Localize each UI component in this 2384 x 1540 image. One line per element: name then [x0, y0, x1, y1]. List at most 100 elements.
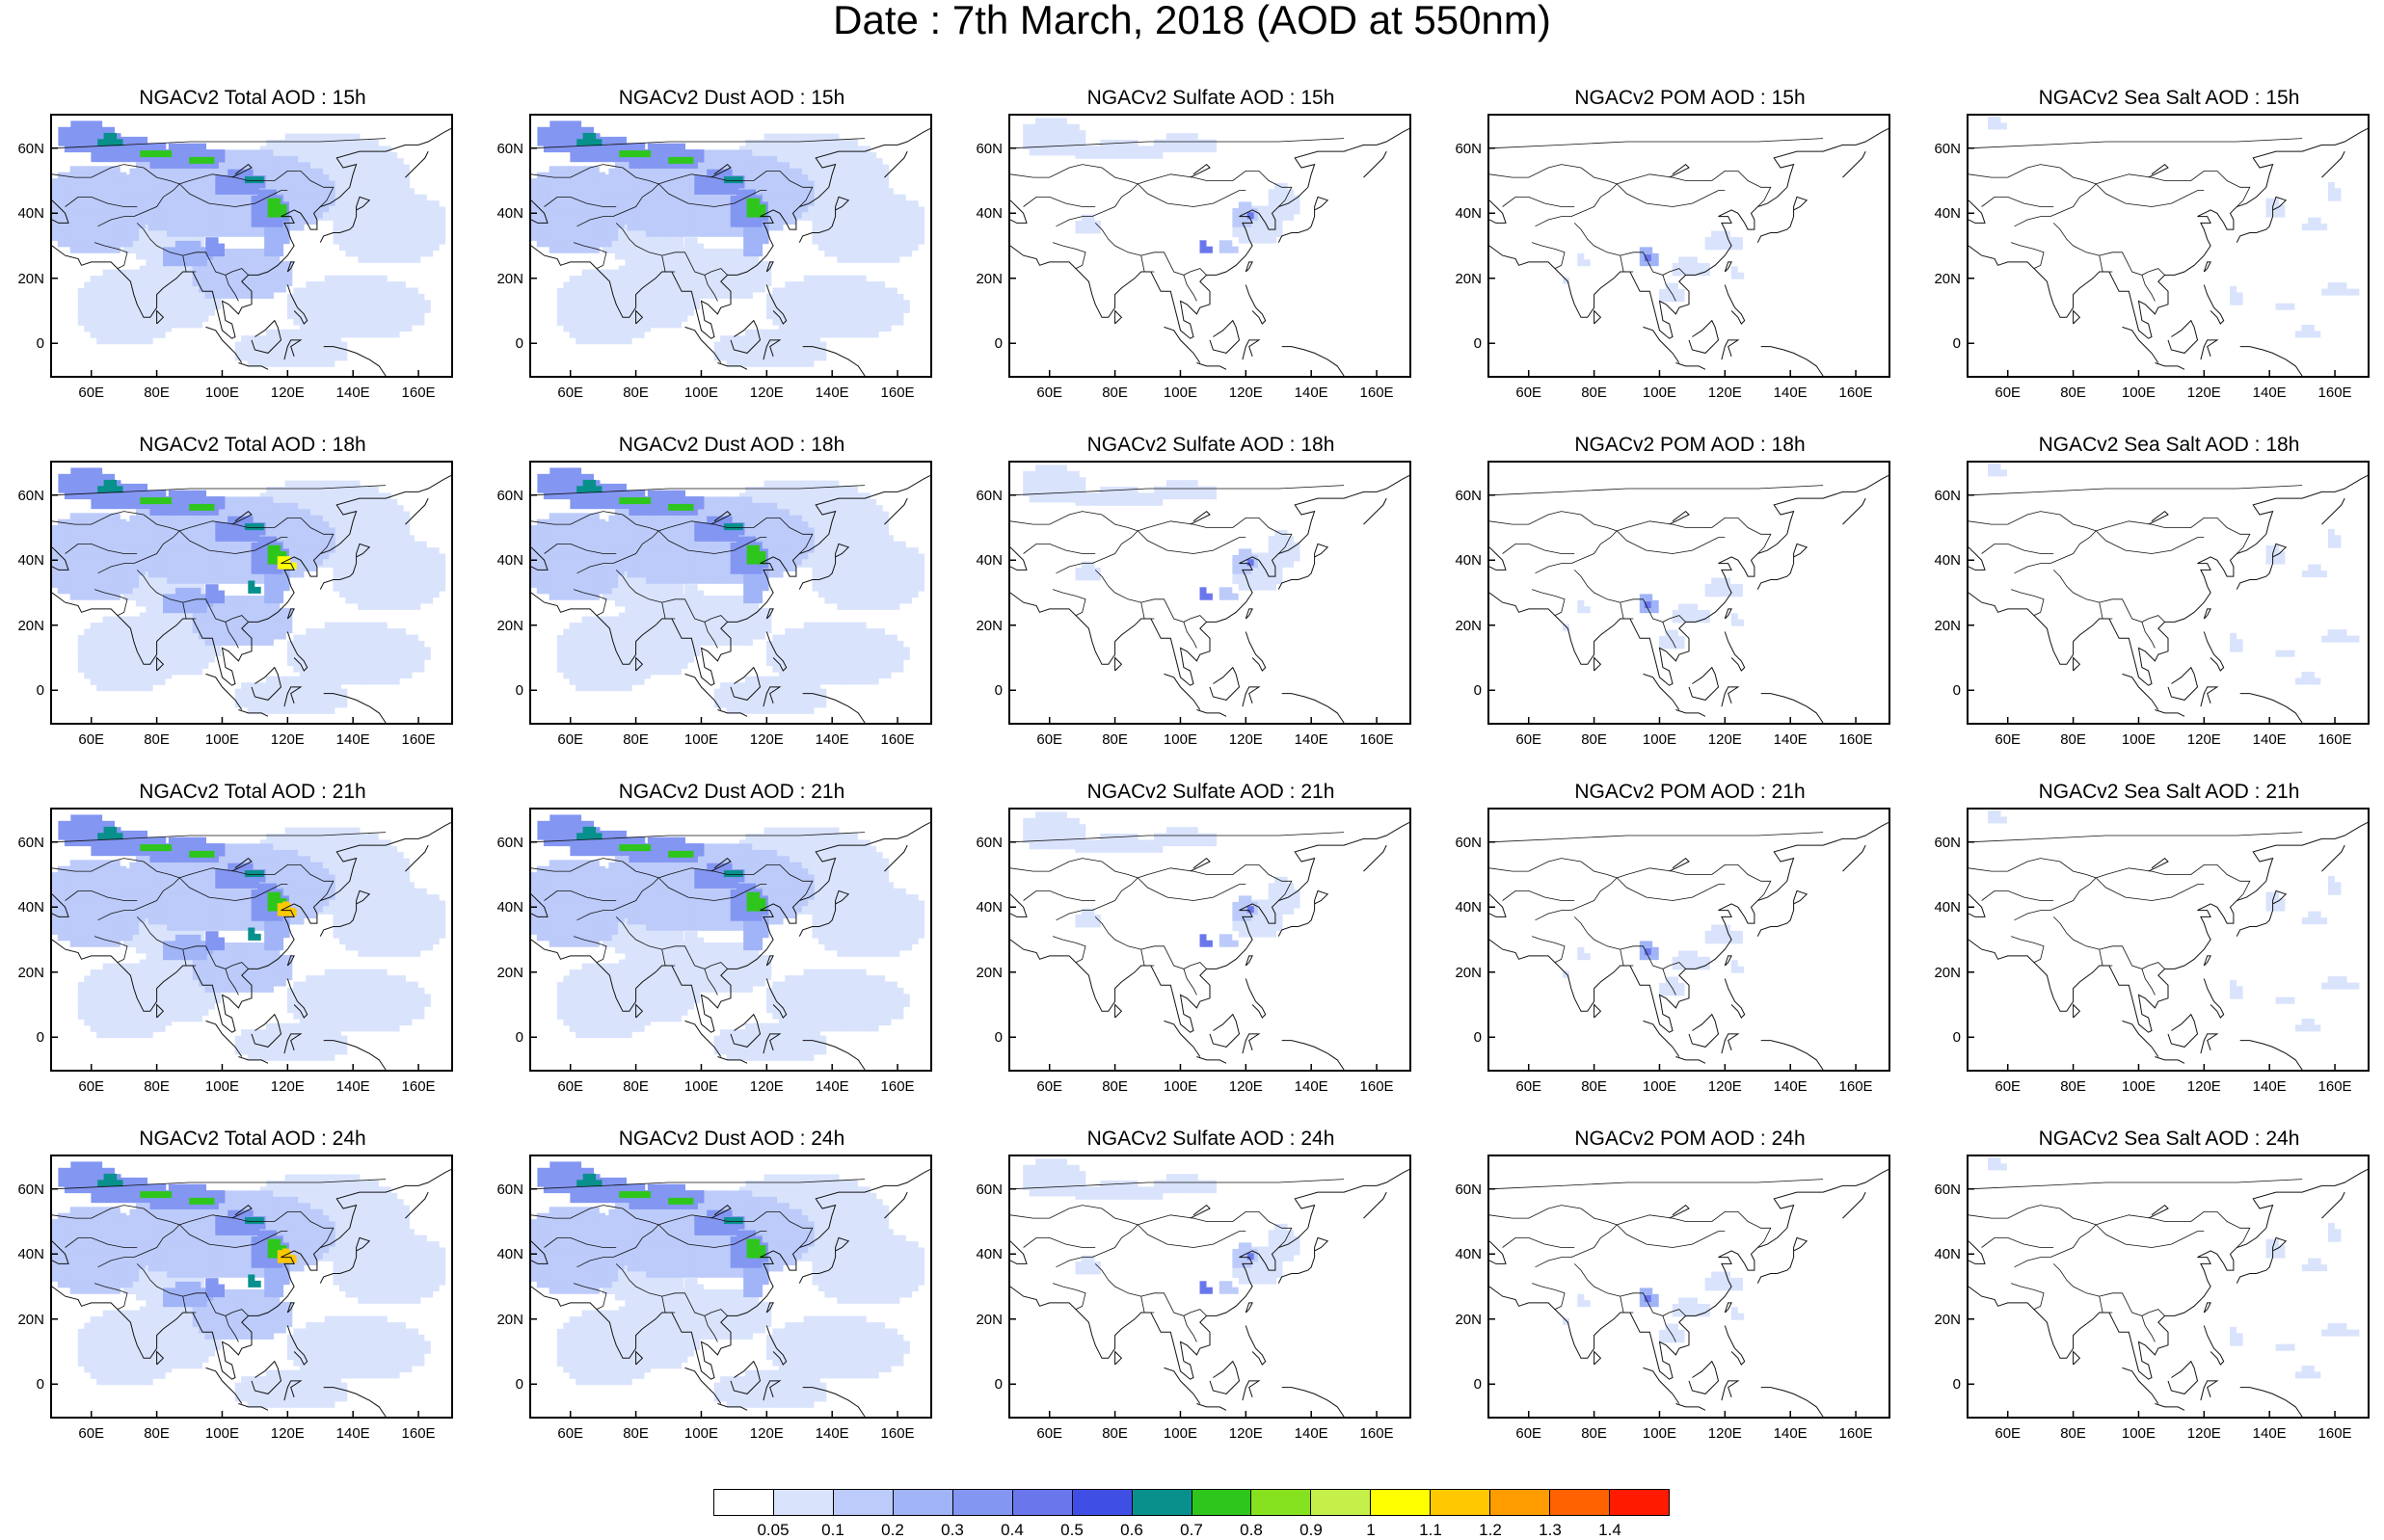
aod-cell: [264, 244, 271, 251]
aod-cell: [167, 212, 174, 219]
aod-cell: [715, 286, 722, 293]
aod-cell: [862, 200, 869, 207]
aod-cell: [714, 199, 721, 206]
aod-cell: [602, 143, 608, 149]
aod-cell: [887, 207, 894, 214]
aod-cell: [797, 312, 804, 319]
aod-cell: [777, 218, 784, 225]
aod-cell: [791, 300, 798, 306]
aod-cell: [665, 224, 672, 230]
aod-cell: [266, 335, 273, 342]
aod-cell: [675, 315, 682, 322]
aod-cell: [365, 177, 372, 184]
aod-cell: [1055, 137, 1061, 144]
aod-cell: [390, 177, 397, 184]
aod-cell: [335, 183, 341, 190]
aod-cell: [633, 224, 640, 230]
aod-cell: [172, 294, 178, 301]
aod-cell: [1112, 152, 1119, 159]
aod-cell: [249, 249, 255, 255]
aod-cell: [83, 240, 90, 247]
aod-cell: [756, 231, 763, 238]
aod-cell: [607, 137, 614, 144]
aod-cell: [196, 303, 202, 309]
aod-cell: [869, 256, 875, 263]
aod-cell: [903, 306, 910, 313]
aod-cell: [1718, 237, 1725, 244]
aod-cell: [880, 195, 887, 201]
aod-cell: [1156, 152, 1163, 159]
aod-cell: [675, 157, 682, 164]
aod-cell: [254, 279, 261, 286]
aod-cell: [869, 250, 875, 256]
aod-cell: [576, 301, 582, 307]
aod-cell: [747, 211, 754, 218]
aod-cell: [544, 146, 550, 152]
aod-cell: [899, 200, 906, 207]
aod-cell: [291, 181, 298, 188]
aod-cell: [179, 169, 186, 175]
aod-map: [531, 116, 930, 376]
aod-cell: [575, 234, 581, 241]
aod-cell: [851, 165, 858, 172]
aod-cell: [570, 332, 576, 338]
aod-cell: [439, 207, 445, 214]
aod-cell: [107, 185, 114, 192]
aod-cell: [279, 156, 285, 163]
aod-cell: [433, 200, 440, 207]
aod-cell: [885, 319, 892, 326]
panel-title: NGACv2 Sulfate AOD : 15h: [1008, 87, 1413, 110]
aod-cell: [285, 134, 292, 141]
aod-cell: [383, 200, 389, 207]
aod-cell: [653, 187, 659, 194]
aod-cell: [764, 156, 771, 163]
aod-cell: [814, 177, 820, 184]
aod-cell: [543, 234, 549, 241]
aod-cell: [583, 139, 590, 146]
aod-cell: [640, 234, 647, 241]
aod-cell: [2328, 282, 2335, 289]
aod-cell: [174, 144, 181, 150]
aod-cell: [839, 165, 845, 172]
aod-cell: [208, 303, 215, 309]
aod-cell: [64, 185, 70, 192]
aod-cell: [420, 195, 427, 201]
aod-cell: [646, 218, 653, 225]
aod-cell: [607, 143, 614, 149]
aod-cell: [878, 288, 885, 295]
aod-cell: [134, 270, 141, 277]
aod-cell: [677, 212, 683, 219]
aod-cell: [201, 315, 208, 322]
aod-cell: [638, 294, 645, 301]
aod-cell: [52, 203, 58, 210]
aod-cell: [223, 230, 229, 237]
aod-cell: [377, 226, 384, 232]
aod-cell: [2328, 182, 2335, 189]
lon-tick-label: 100E: [2116, 385, 2160, 400]
aod-cell: [76, 234, 83, 241]
aod-cell: [103, 325, 110, 332]
aod-cell: [163, 259, 170, 266]
aod-cell: [1055, 148, 1061, 155]
aod-cell: [70, 203, 77, 210]
map-frame: [1967, 114, 2370, 378]
aod-cell: [880, 200, 887, 207]
aod-cell: [880, 188, 887, 195]
aod-cell: [1082, 226, 1088, 233]
aod-cell: [697, 156, 704, 163]
aod-cell: [393, 325, 400, 332]
aod-cell: [707, 182, 713, 189]
aod-cell: [640, 212, 647, 219]
aod-cell: [89, 227, 95, 234]
coastline: [1210, 321, 1240, 354]
aod-cell: [378, 158, 385, 165]
aod-cell: [599, 240, 605, 247]
aod-cell: [696, 169, 703, 175]
aod-cell: [606, 319, 613, 326]
aod-cell: [129, 169, 136, 175]
aod-cell: [439, 238, 445, 245]
aod-cell: [298, 134, 305, 141]
aod-cell: [804, 288, 811, 295]
aod-cell: [568, 240, 575, 247]
